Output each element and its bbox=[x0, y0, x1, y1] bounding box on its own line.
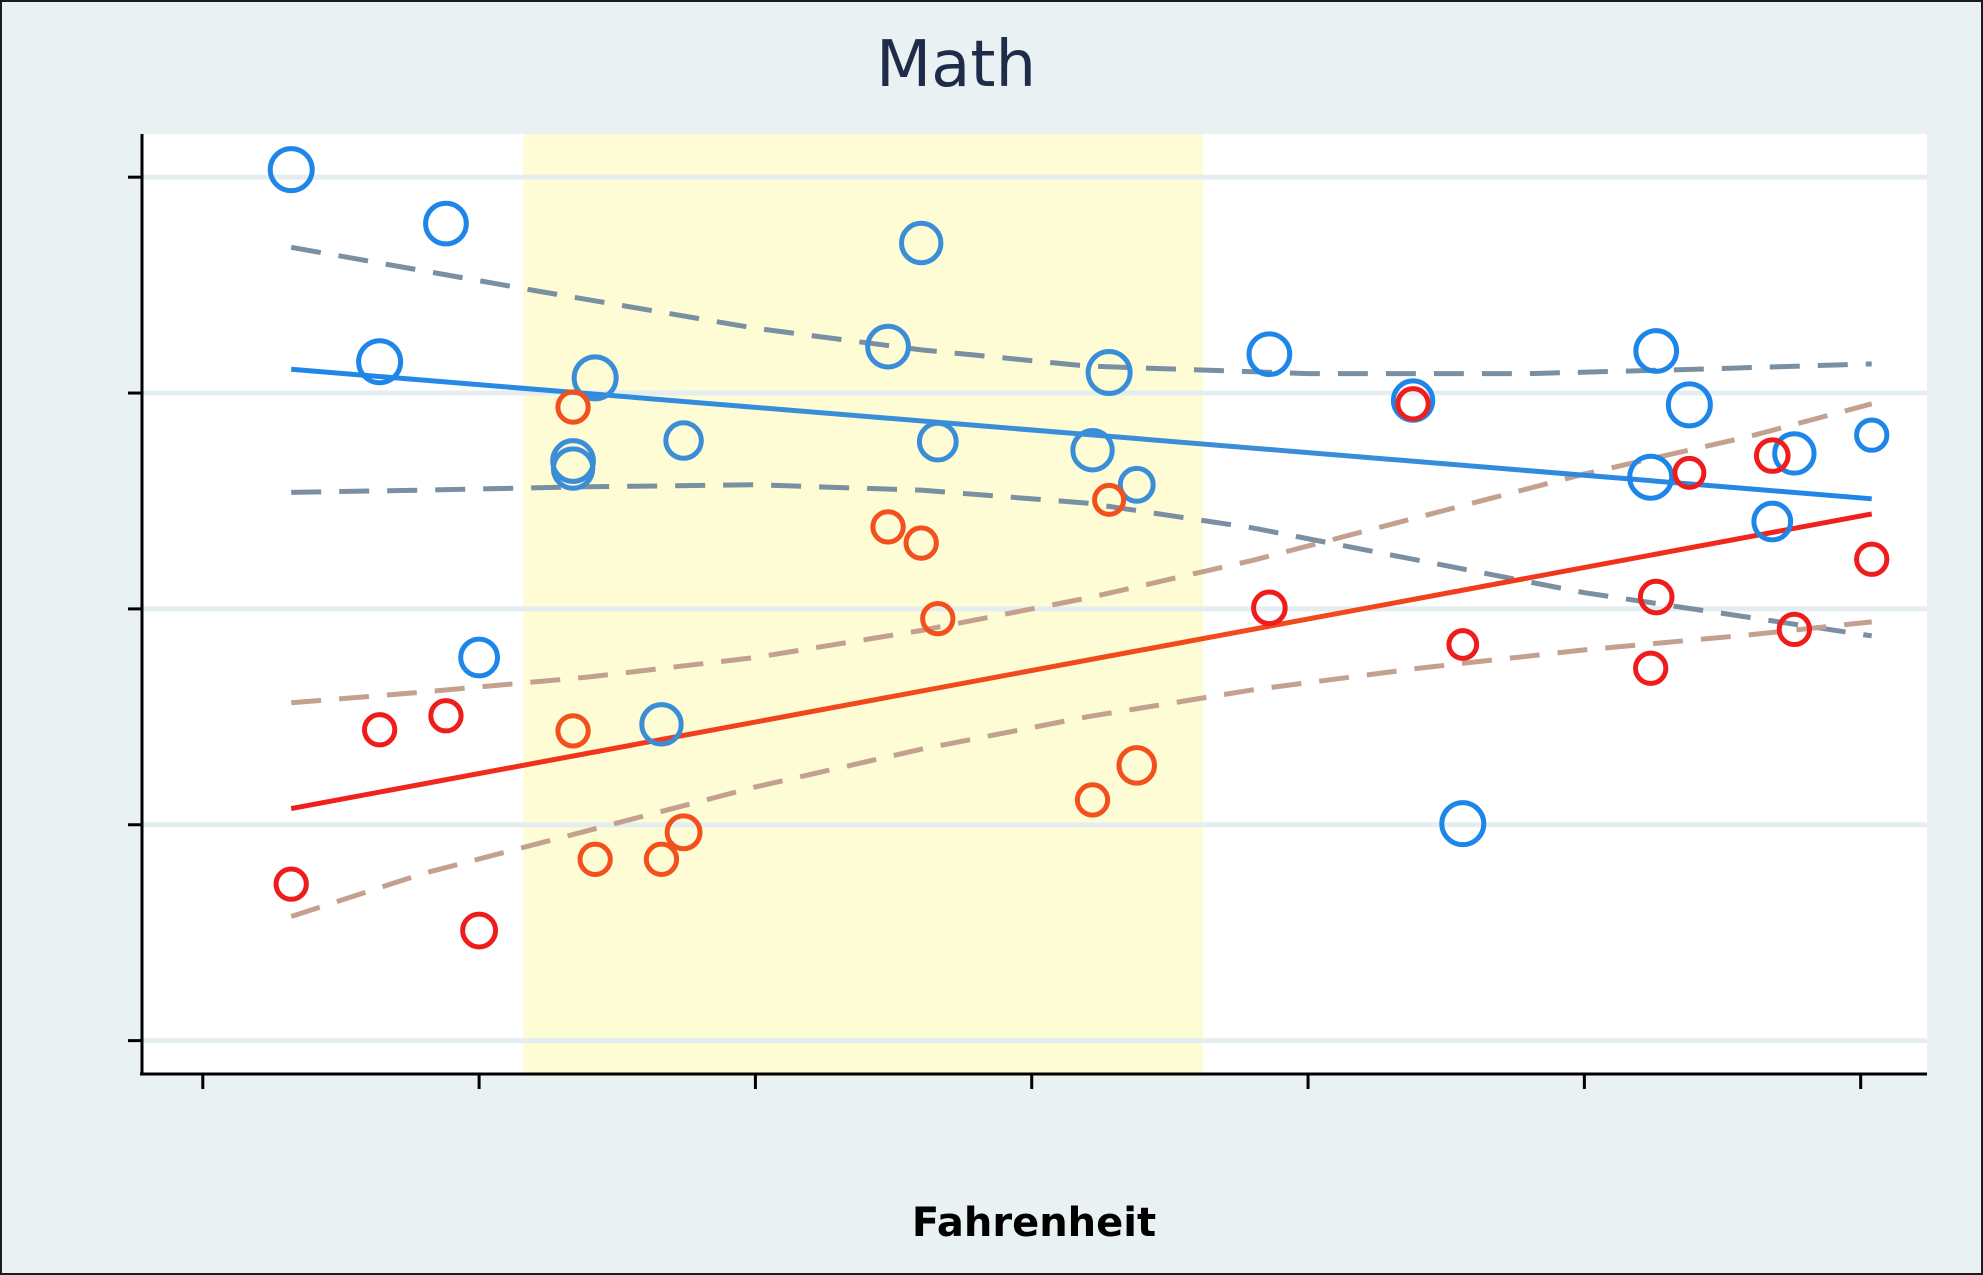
blue-data-point bbox=[267, 146, 315, 194]
red-data-point bbox=[1672, 455, 1707, 490]
blue-data-point bbox=[899, 220, 944, 266]
red-ci-lower-line bbox=[290, 619, 1873, 919]
blue-data-point bbox=[1633, 328, 1680, 374]
red-data-point bbox=[1446, 628, 1480, 661]
red-data-point bbox=[643, 841, 680, 877]
red-data-point bbox=[1854, 541, 1890, 577]
red-data-point bbox=[555, 389, 591, 425]
blue-data-point bbox=[1070, 428, 1115, 473]
red-data-point bbox=[460, 911, 499, 950]
red-data-point bbox=[903, 525, 939, 561]
blue-data-point bbox=[865, 323, 911, 370]
blue-data-point bbox=[1246, 331, 1293, 378]
blue-data-point bbox=[356, 338, 404, 386]
blue-data-point bbox=[1085, 349, 1133, 397]
blue-data-point bbox=[1117, 465, 1156, 504]
blue-data-point bbox=[1751, 500, 1794, 543]
blue-data-point bbox=[1772, 431, 1817, 476]
blue-data-point bbox=[639, 702, 684, 747]
red-data-point bbox=[1251, 589, 1288, 627]
red-data-point bbox=[1776, 611, 1813, 648]
blue-data-point bbox=[916, 420, 959, 463]
chart-title: Math bbox=[876, 28, 1036, 102]
red-data-point bbox=[1074, 782, 1111, 818]
red-data-point bbox=[1633, 650, 1669, 686]
x-axis-label: Fahrenheit bbox=[912, 1200, 1156, 1246]
blue-data-point bbox=[1665, 381, 1713, 429]
red-data-point bbox=[1395, 386, 1431, 422]
blue-data-point bbox=[1439, 800, 1487, 848]
blue-data-point bbox=[423, 200, 469, 247]
red-data-point bbox=[273, 866, 309, 902]
blue-data-point bbox=[458, 636, 501, 679]
red-data-point bbox=[1116, 745, 1157, 786]
red-data-point bbox=[361, 712, 398, 748]
red-data-point bbox=[1637, 578, 1675, 616]
red-fit-line bbox=[290, 511, 1873, 812]
red-data-point bbox=[920, 600, 956, 637]
blue-data-point bbox=[571, 354, 619, 402]
red-data-point bbox=[664, 813, 703, 852]
highlight-band bbox=[523, 134, 1204, 1073]
blue-data-point bbox=[663, 420, 704, 461]
blue-data-point bbox=[1627, 453, 1675, 501]
blue-data-point bbox=[1854, 417, 1890, 453]
red-data-point bbox=[1753, 437, 1791, 474]
red-data-point bbox=[870, 509, 906, 545]
blue-data-point bbox=[550, 446, 596, 491]
red-data-point bbox=[428, 698, 464, 734]
red-data-point bbox=[1092, 482, 1127, 517]
blue-ci-upper-line bbox=[290, 244, 1872, 377]
red-data-point bbox=[577, 841, 613, 877]
red-data-point bbox=[555, 713, 591, 749]
